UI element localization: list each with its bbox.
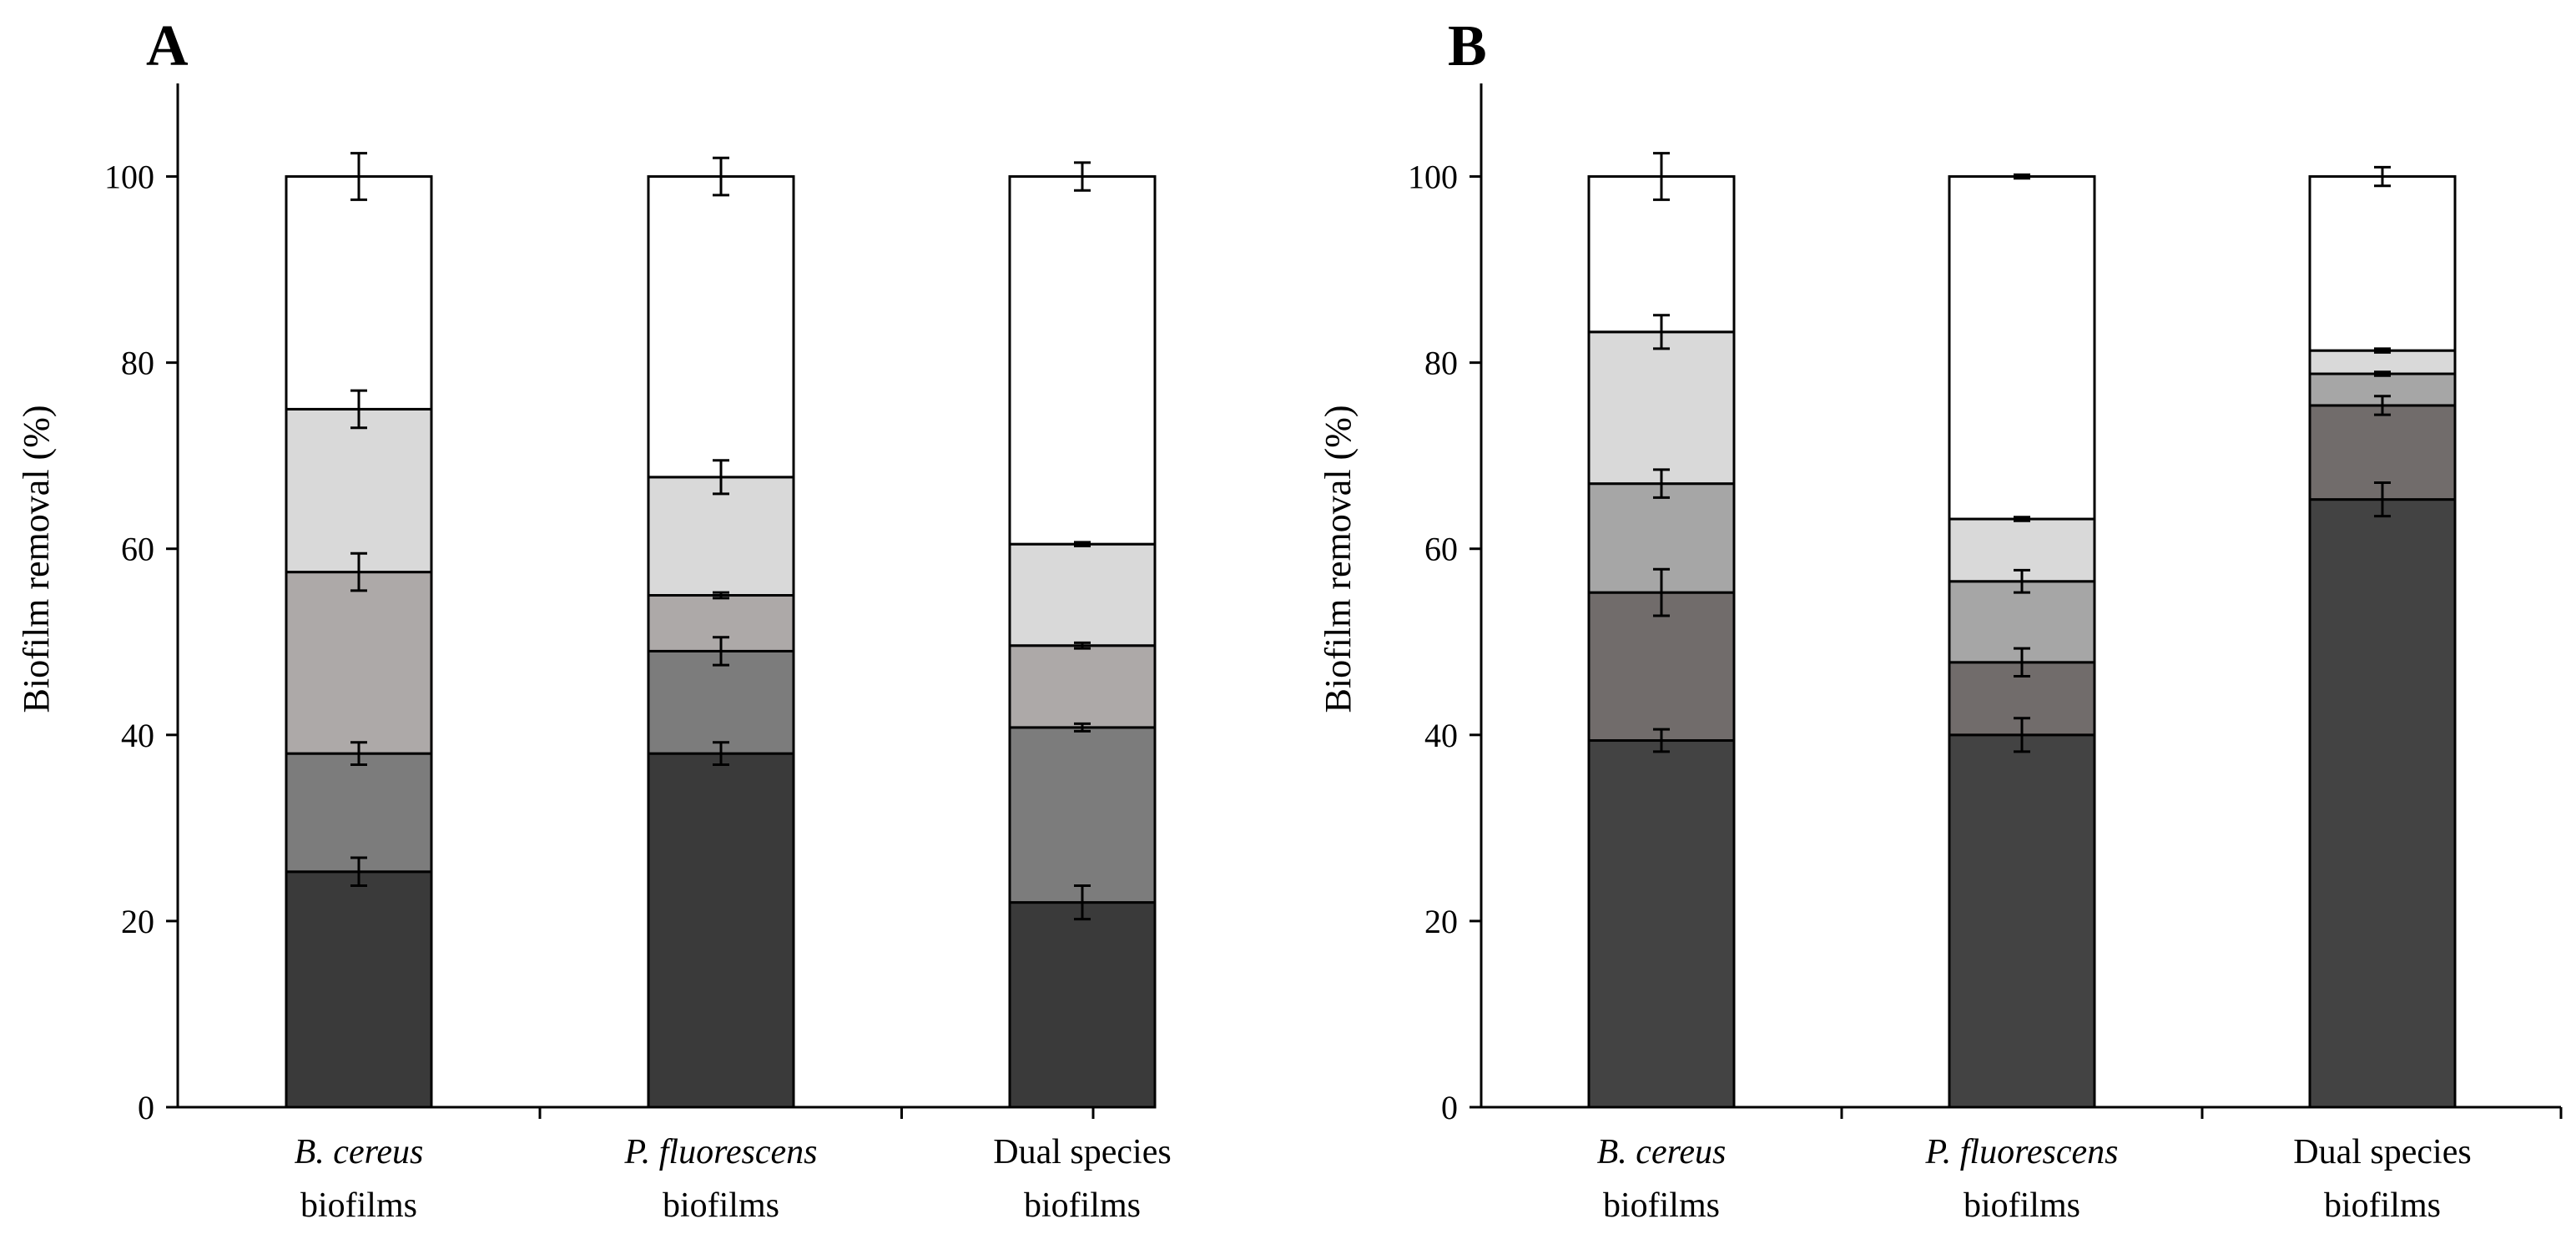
panel-b-error-bar-2-1 <box>2014 717 2030 753</box>
panel-a-y-axis-label: Biofilm removal (%) <box>16 405 57 713</box>
panel-b-error-bar-1-2 <box>1653 567 1670 617</box>
panel-b-error-bar-3-2 <box>2374 395 2391 416</box>
panel-b-y-tick-label: 80 <box>1424 345 1458 382</box>
panel-b-error-bar-1-3 <box>1653 468 1670 499</box>
panel-b-error-bar-1-1 <box>1653 728 1670 753</box>
panel-b-error-bar-2-4 <box>2014 516 2030 522</box>
panel-a-error-bar-1-5 <box>350 152 367 201</box>
panel-b-error-bar-3-4 <box>2374 347 2391 354</box>
panel-b-bar-1-segment-5 <box>1587 175 1736 334</box>
panel-b-letter: B <box>1448 14 1487 78</box>
panel-a-error-bar-1-2 <box>350 741 367 767</box>
panel-b-error-bar-2-2 <box>2014 647 2030 678</box>
panel-b-bar-1-segment-2 <box>1587 591 1736 743</box>
panel-a-bar-2-segment-2 <box>647 649 795 755</box>
panel-a-bar-2-segment-1 <box>647 752 795 1109</box>
panel-a-bar-1-segment-2 <box>285 752 433 874</box>
panel-a-category-label-line1: B. cereus <box>295 1133 424 1171</box>
panel-b-category-label-line2: biofilms <box>1964 1186 2080 1225</box>
panel-a-category-label-line1: P. fluorescens <box>624 1133 818 1171</box>
panel-b-bar-3-segment-4 <box>2308 349 2457 375</box>
panel-a-error-bar-2-4 <box>713 459 729 496</box>
panel-b-bar-2-segment-5 <box>1948 175 2096 521</box>
panel-b-bar-1-segment-1 <box>1587 739 1736 1109</box>
panel-a-bar-3-segment-4 <box>1008 542 1157 647</box>
panel-b-error-bar-1-5 <box>1653 152 1670 201</box>
panel-b-category-label-line2: biofilms <box>1603 1186 1720 1225</box>
panel-b-category-label-line2: biofilms <box>2324 1186 2441 1225</box>
panel-a-error-bar-1-1 <box>350 856 367 888</box>
panel-a-letter: A <box>146 14 189 78</box>
panel-a-y-tick-label: 80 <box>121 345 154 382</box>
panel-a-error-bar-3-4 <box>1074 541 1091 547</box>
panel-a-bar-2-segment-5 <box>647 175 795 479</box>
panel-b-bar-1-segment-4 <box>1587 330 1736 486</box>
panel-a-error-bar-3-1 <box>1074 884 1091 921</box>
panel-b-category-label-line1: Dual species <box>2293 1133 2471 1171</box>
panel-b-y-tick-label: 0 <box>1441 1089 1458 1126</box>
panel-b-category-label-line1: B. cereus <box>1597 1133 1727 1171</box>
panel-a-bar-3-segment-3 <box>1008 644 1157 729</box>
panel-b-bar-3-segment-1 <box>2308 498 2457 1109</box>
panel-b-bar-3-segment-5 <box>2308 175 2457 352</box>
panel-b-error-bar-3-3 <box>2374 370 2391 377</box>
panel-a-bar-1-segment-3 <box>285 571 433 755</box>
panel-b-y-axis-label: Biofilm removal (%) <box>1318 405 1359 713</box>
panel-a-error-bar-2-3 <box>713 591 729 600</box>
panel-b-error-bar-2-5 <box>2014 173 2030 180</box>
panel-b-y-tick-label: 40 <box>1424 717 1458 754</box>
panel-b-error-bar-2-3 <box>2014 568 2030 594</box>
panel-a-category-label-line2: biofilms <box>663 1186 779 1225</box>
panel-a-error-bar-2-2 <box>713 636 729 667</box>
panel-b-error-bar-1-4 <box>1653 314 1670 350</box>
panel-b-bar-2-segment-1 <box>1948 733 2096 1109</box>
panel-a-bar-1-segment-1 <box>285 870 433 1109</box>
panel-a-category-label-line2: biofilms <box>300 1186 417 1225</box>
panel-a-bar-3-segment-5 <box>1008 175 1157 546</box>
panel-a-error-bar-3-3 <box>1074 641 1091 650</box>
panel-a-bar-1-segment-5 <box>285 175 433 410</box>
panel-a-category-label-line1: Dual species <box>993 1133 1171 1171</box>
panel-a-y-tick-label: 0 <box>138 1089 154 1126</box>
panel-a-bar-2-segment-4 <box>647 476 795 597</box>
panel-b-chart: B Biofilm removal (%) 0 20 40 60 80 100 B. cer… <box>1318 14 2563 1225</box>
panel-b-y-tick-label: 100 <box>1408 159 1458 196</box>
panel-b-y-tick-label: 20 <box>1424 903 1458 940</box>
panel-a-error-bar-2-1 <box>713 741 729 767</box>
panel-b-error-bar-3-1 <box>2374 481 2391 518</box>
panel-b-error-bar-3-5 <box>2374 165 2391 188</box>
panel-a-error-bar-1-3 <box>350 552 367 592</box>
panel-a-error-bar-2-5 <box>713 156 729 197</box>
panel-a-error-bar-1-4 <box>350 389 367 430</box>
panel-a-y-tick-label: 20 <box>121 903 154 940</box>
panel-a-bar-3-segment-1 <box>1008 901 1157 1109</box>
panel-a-bar-1-segment-4 <box>285 407 433 574</box>
panel-a-y-tick-label: 100 <box>104 159 154 196</box>
panel-a-error-bar-3-5 <box>1074 161 1091 192</box>
panel-a-y-tick-label: 60 <box>121 531 154 568</box>
panel-a-bar-3-segment-2 <box>1008 726 1157 904</box>
panel-a-chart: A Biofilm removal (%) 0 20 40 60 80 100 B. cer… <box>16 14 1172 1225</box>
panel-a-error-bar-3-2 <box>1074 722 1091 733</box>
panel-a-y-tick-label: 40 <box>121 717 154 754</box>
panel-b-y-tick-label: 60 <box>1424 531 1458 568</box>
panel-a-category-label-line2: biofilms <box>1024 1186 1141 1225</box>
panel-b-category-label-line1: P. fluorescens <box>1925 1133 2119 1171</box>
